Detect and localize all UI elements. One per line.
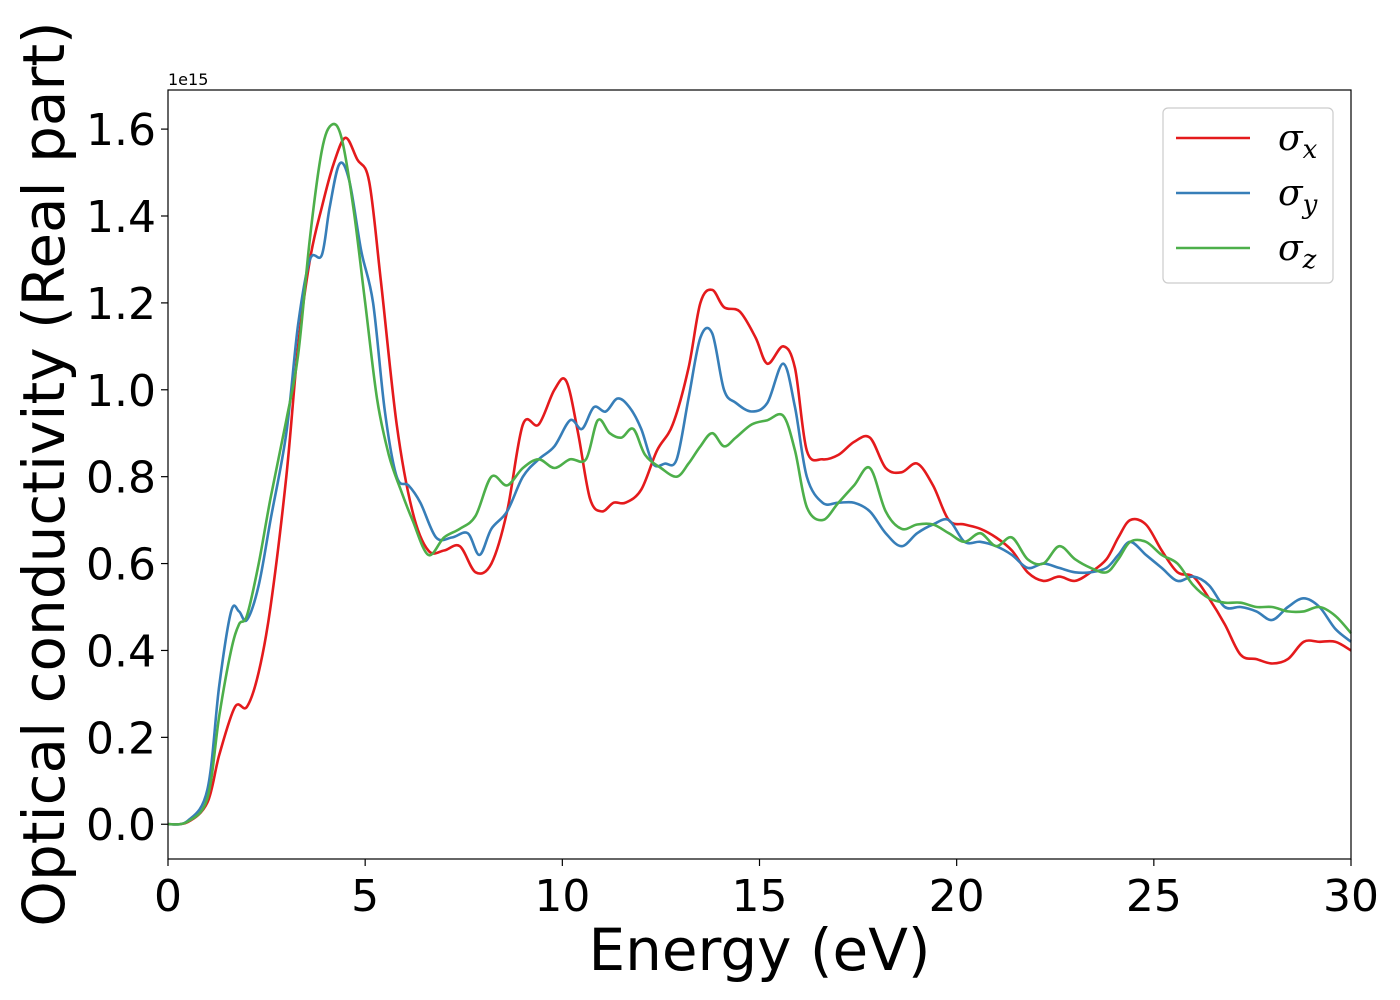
y-axis-title: Optical conductivity (Real part) — [10, 21, 78, 926]
y-tick-label: 0.4 — [86, 626, 156, 677]
x-axis-title: Energy (eV) — [588, 916, 930, 984]
series-line-sigma-x — [167, 136, 1352, 826]
x-tick-label: 30 — [1323, 871, 1379, 922]
x-tick-label: 5 — [351, 871, 379, 922]
x-tick-label: 10 — [534, 871, 590, 922]
y-offset-label: 1e15 — [168, 70, 208, 89]
x-tick-label: 25 — [1126, 871, 1182, 922]
y-tick-label: 0.6 — [86, 540, 156, 591]
x-tick-label: 20 — [929, 871, 985, 922]
y-tick-label: 1.6 — [86, 105, 156, 156]
series-line-sigma-z — [167, 122, 1352, 826]
legend-label-sigma-x: σx — [1278, 118, 1318, 165]
y-tick-label: 0.0 — [86, 800, 156, 851]
series-line-sigma-y — [167, 161, 1352, 826]
plot-background — [168, 90, 1351, 859]
legend: σx σy σz — [1162, 107, 1334, 284]
y-tick-label: 1.0 — [86, 366, 156, 417]
legend-box — [1162, 107, 1334, 284]
y-axis: 0.0 0.2 0.4 0.6 0.8 1.0 1.2 1.4 1.6 — [86, 105, 168, 851]
y-tick-label: 0.2 — [86, 713, 156, 764]
y-tick-label: 0.8 — [86, 453, 156, 504]
series-layer — [167, 122, 1352, 826]
y-tick-label: 1.2 — [86, 279, 156, 330]
x-tick-label: 0 — [154, 871, 182, 922]
y-tick-label: 1.4 — [86, 192, 156, 243]
legend-label-sigma-y: σy — [1278, 173, 1318, 220]
x-axis: 0 5 10 15 20 25 30 — [154, 859, 1379, 922]
legend-label-sigma-z: σz — [1278, 228, 1317, 275]
x-tick-label: 15 — [732, 871, 788, 922]
